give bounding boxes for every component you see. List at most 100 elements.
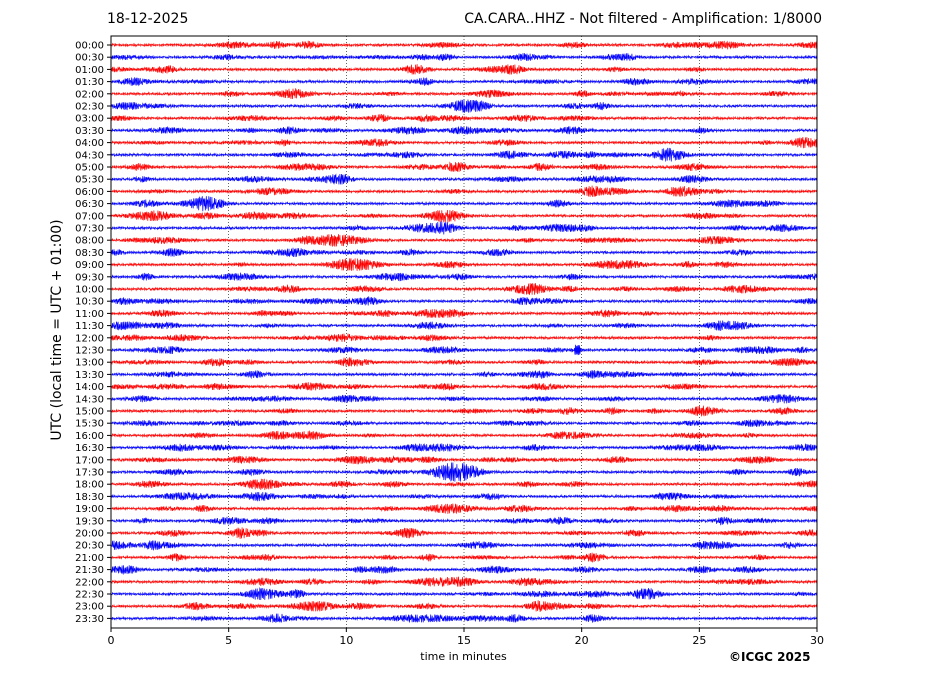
row-time-label: 13:00: [75, 358, 104, 369]
trace-0730: [110, 221, 818, 235]
row-time-label: 21:30: [75, 565, 104, 576]
row-time-label: 16:00: [75, 431, 104, 442]
trace-1000: [110, 283, 818, 296]
row-time-label: 16:30: [75, 443, 104, 454]
trace-1130: [110, 320, 818, 331]
trace-2100: [110, 552, 818, 563]
trace-0230: [110, 99, 818, 113]
row-time-label: 09:30: [75, 272, 104, 283]
trace-1930: [110, 516, 818, 526]
trace-1430: [110, 394, 818, 404]
row-time-label: 23:30: [75, 614, 104, 625]
row-time-label: 10:00: [75, 285, 104, 296]
row-time-label: 21:00: [75, 553, 104, 564]
trace-0930: [110, 272, 818, 282]
row-time-label: 10:30: [75, 297, 104, 308]
trace-0430: [111, 147, 818, 162]
row-time-label: 05:30: [75, 175, 104, 186]
trace-0800: [110, 234, 818, 247]
trace-1730: [110, 462, 818, 482]
trace-0400: [110, 137, 818, 149]
x-tick-label: 20: [575, 634, 589, 647]
trace-1830: [110, 491, 818, 502]
copyright-label: ©ICGC 2025: [729, 650, 811, 664]
row-time-label: 01:30: [75, 77, 104, 88]
y-axis-label: UTC (local time = UTC + 01:00): [49, 219, 65, 441]
row-time-label: 07:00: [75, 211, 104, 222]
row-time-label: 02:00: [75, 89, 104, 100]
row-time-label: 09:00: [75, 260, 104, 271]
x-tick-label: 30: [810, 634, 824, 647]
row-time-label: 08:30: [75, 248, 104, 259]
row-time-label: 04:00: [75, 138, 104, 149]
row-time-label: 22:00: [75, 577, 104, 588]
row-time-label: 11:00: [75, 309, 104, 320]
station-title: CA.CARA..HHZ - Not filtered - Amplificat…: [464, 11, 822, 27]
trace-0630: [110, 196, 818, 212]
trace-0100: [110, 64, 818, 75]
x-axis-label-text: time in minutes: [420, 650, 507, 663]
trace-1230: [110, 344, 818, 356]
row-time-label: 11:30: [75, 321, 104, 332]
trace-1400: [111, 382, 818, 391]
trace-0000: [111, 40, 818, 50]
x-tick-label: 5: [225, 634, 232, 647]
x-axis-label: time in minutes: [0, 650, 927, 663]
row-time-label: 18:30: [75, 492, 104, 503]
trace-0830: [110, 247, 818, 258]
trace-2230: [110, 586, 818, 601]
trace-2300: [110, 600, 818, 612]
trace-0030: [110, 53, 818, 62]
row-time-label: 12:00: [75, 333, 104, 344]
trace-1900: [110, 503, 818, 514]
trace-0900: [110, 258, 818, 271]
row-time-label: 05:00: [75, 163, 104, 174]
trace-0500: [110, 161, 818, 172]
plot-frame: [110, 35, 818, 629]
row-time-label: 18:00: [75, 480, 104, 491]
row-time-label: 00:00: [75, 41, 104, 52]
row-time-label: 06:00: [75, 187, 104, 198]
row-time-label: 12:30: [75, 346, 104, 357]
trace-0530: [110, 173, 818, 185]
row-time-label: 14:30: [75, 394, 104, 405]
x-tick-label: 15: [457, 634, 471, 647]
trace-0700: [110, 209, 818, 223]
trace-2200: [110, 576, 818, 588]
trace-0130: [110, 77, 818, 87]
trace-1030: [110, 296, 818, 306]
trace-0200: [110, 88, 818, 100]
row-time-label: 20:00: [75, 529, 104, 540]
row-time-label: 17:00: [75, 455, 104, 466]
row-time-label: 03:00: [75, 114, 104, 125]
row-time-label: 01:00: [75, 65, 104, 76]
row-time-label: 03:30: [75, 126, 104, 137]
row-time-label: 00:30: [75, 53, 104, 64]
trace-1500: [110, 405, 818, 417]
trace-0300: [110, 113, 818, 123]
row-time-label: 07:30: [75, 224, 104, 235]
row-time-label: 02:30: [75, 102, 104, 113]
trace-0600: [110, 185, 818, 197]
row-time-label: 13:30: [75, 370, 104, 381]
trace-1530: [110, 419, 818, 427]
trace-2030: [110, 540, 818, 551]
row-time-label: 15:00: [75, 407, 104, 418]
trace-2330: [110, 613, 818, 624]
trace-1330: [110, 370, 818, 380]
trace-1300: [110, 357, 818, 367]
trace-1100: [110, 308, 818, 318]
row-time-label: 17:30: [75, 468, 104, 479]
trace-1200: [110, 333, 818, 342]
row-time-label: 20:30: [75, 541, 104, 552]
trace-1630: [110, 443, 818, 452]
date-label: 18-12-2025: [107, 11, 189, 27]
trace-1700: [110, 455, 818, 465]
trace-1800: [110, 478, 818, 490]
row-time-label: 19:00: [75, 504, 104, 515]
row-time-label: 23:00: [75, 602, 104, 613]
row-time-label: 14:00: [75, 382, 104, 393]
trace-2000: [110, 527, 818, 539]
